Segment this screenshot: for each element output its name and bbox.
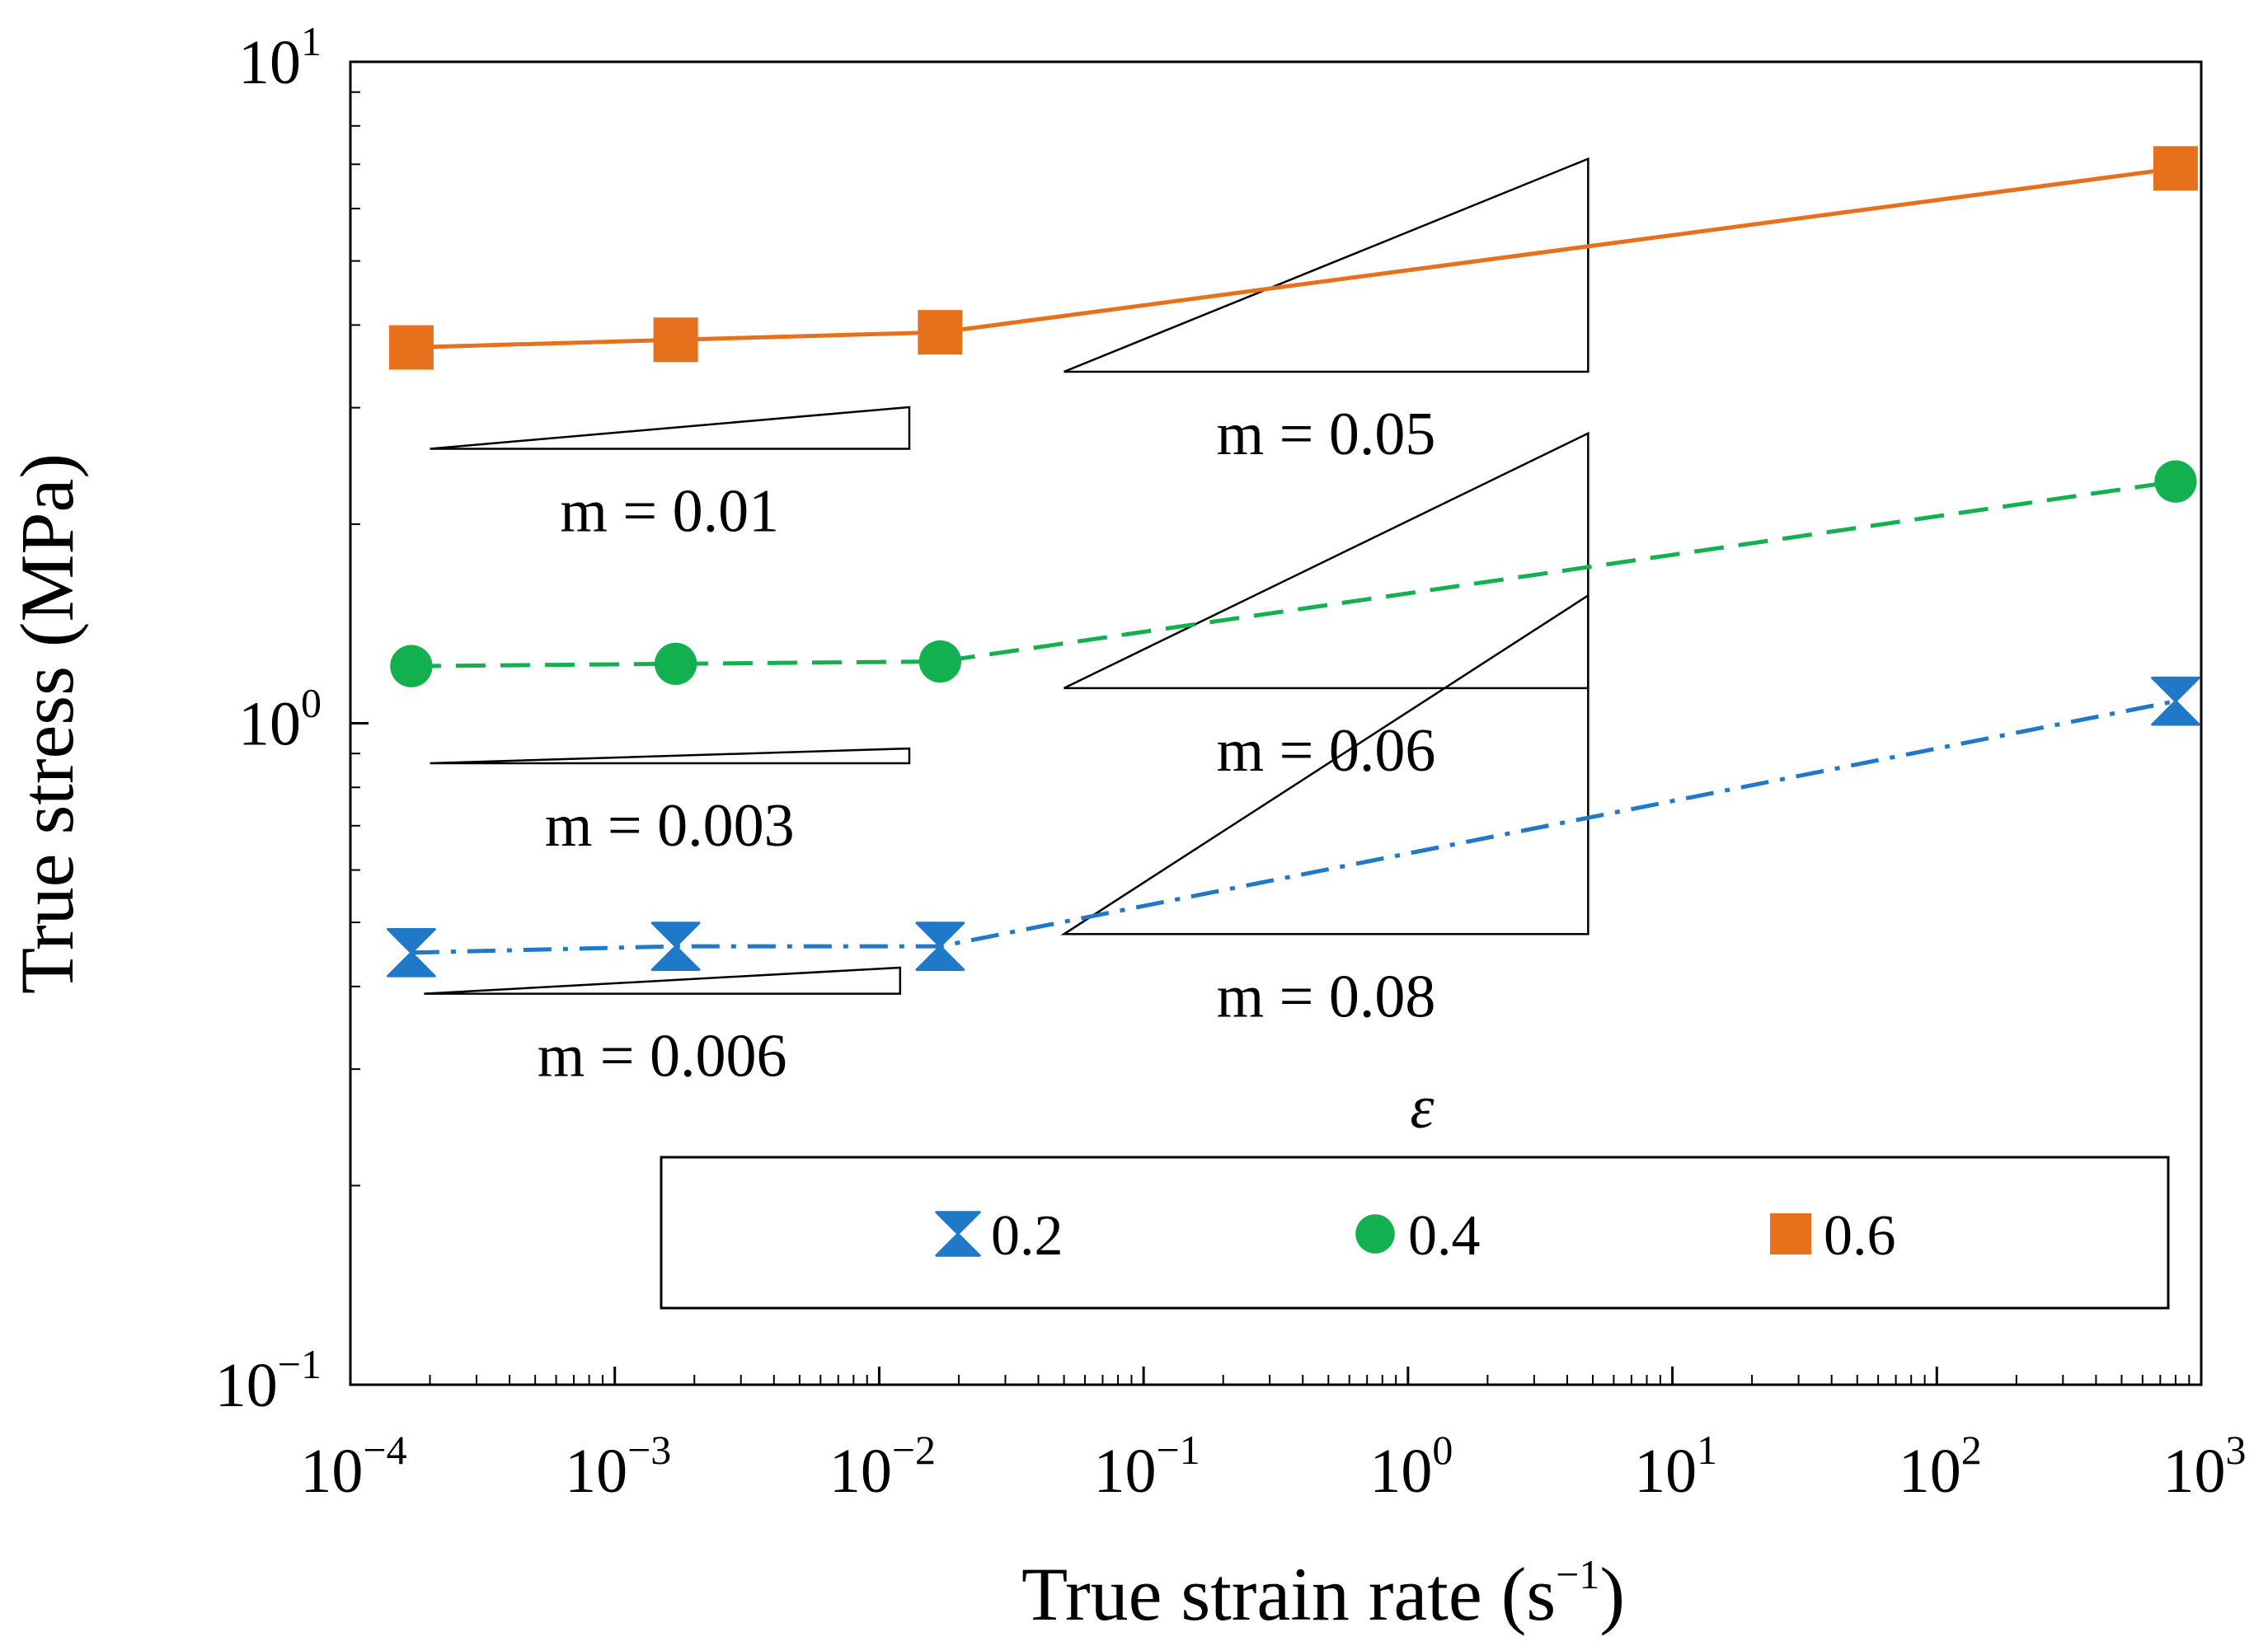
marker-circle bbox=[2154, 460, 2197, 503]
legend-label: 0.6 bbox=[1824, 1204, 1896, 1268]
slope-label: m = 0.006 bbox=[538, 1023, 787, 1090]
marker-hourglass bbox=[387, 927, 436, 978]
legend: ε 0.2 0.4 0.6 bbox=[660, 1074, 2170, 1310]
slope-triangle bbox=[430, 747, 911, 765]
legend-label: 0.4 bbox=[1408, 1204, 1481, 1268]
marker-square bbox=[653, 317, 698, 363]
y-tick-label: 10−1 bbox=[215, 1341, 322, 1420]
marker-square bbox=[388, 325, 434, 370]
slope-triangle bbox=[1064, 157, 1589, 373]
slope-label: m = 0.06 bbox=[1217, 717, 1436, 785]
marker-hourglass bbox=[915, 921, 965, 971]
slope-triangle bbox=[1064, 431, 1589, 690]
slope-label: m = 0.003 bbox=[545, 792, 795, 860]
series-group bbox=[387, 146, 2200, 978]
x-tick-label: 101 bbox=[1634, 1427, 1717, 1506]
y-tick-label: 100 bbox=[238, 680, 322, 759]
slope-label: m = 0.01 bbox=[560, 477, 779, 545]
slope-label: m = 0.05 bbox=[1217, 401, 1436, 468]
marker-square bbox=[918, 310, 963, 355]
x-tick-label: 10−3 bbox=[565, 1427, 671, 1506]
legend-title: ε bbox=[1410, 1074, 1435, 1142]
y-tick-label: 101 bbox=[238, 18, 322, 97]
x-tick-label: 10−1 bbox=[1094, 1427, 1200, 1506]
ticks: 10−4 10−3 10−2 10−1 100 101 102 103 10−1 100 101 bbox=[215, 18, 2247, 1506]
slope-label: m = 0.08 bbox=[1217, 963, 1436, 1030]
series-line bbox=[411, 166, 2176, 350]
marker-circle bbox=[390, 645, 433, 687]
marker-circle bbox=[654, 642, 697, 686]
marker-circle bbox=[1355, 1214, 1395, 1254]
x-tick-label: 10−4 bbox=[300, 1427, 406, 1506]
x-tick-label: 102 bbox=[1899, 1427, 1982, 1506]
marker-hourglass bbox=[935, 1211, 981, 1257]
slope-triangle bbox=[430, 406, 911, 450]
legend-label: 0.2 bbox=[991, 1204, 1064, 1268]
axis-labels: True strain rate (s−1) True stress (MPa) bbox=[5, 453, 1625, 1636]
slope-triangle bbox=[1060, 593, 1589, 936]
x-tick-label: 100 bbox=[1369, 1427, 1453, 1506]
marker-square bbox=[2153, 146, 2198, 191]
marker-hourglass bbox=[2151, 676, 2200, 726]
marker-hourglass bbox=[650, 921, 701, 971]
y-axis-title: True stress (MPa) bbox=[5, 453, 89, 994]
slope-triangle bbox=[424, 966, 902, 995]
marker-circle bbox=[918, 640, 961, 683]
x-axis-title: True strain rate (s−1) bbox=[1021, 1551, 1625, 1636]
x-tick-label: 10−2 bbox=[829, 1427, 936, 1506]
series-line bbox=[411, 699, 2176, 955]
x-tick-label: 103 bbox=[2163, 1427, 2247, 1506]
slope-triangles: m = 0.01 m = 0.05 m = 0.003 m = 0.06 m = 0.0… bbox=[424, 157, 1589, 1090]
marker-square bbox=[1770, 1213, 1811, 1254]
legend-box bbox=[660, 1156, 2170, 1310]
